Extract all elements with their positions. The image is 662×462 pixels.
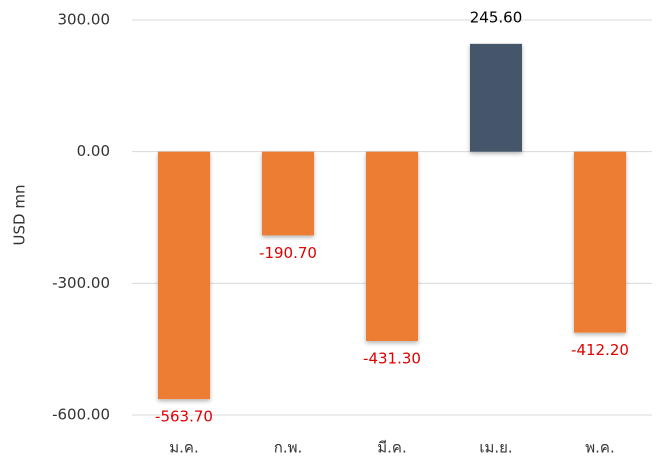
y-axis-label: USD mn [11,185,29,246]
bar [470,43,522,152]
bar [158,151,210,400]
x-tick-label: ม.ค. [169,439,198,457]
y-tick-label: -600.00 [52,406,110,424]
bar [574,151,626,333]
data-label: -190.70 [259,244,317,262]
data-label: 245.60 [470,8,523,26]
x-tick-label: พ.ค. [585,439,614,457]
y-tick-label: 0.00 [77,142,110,160]
bar [262,151,314,236]
x-tick-label: มี.ค. [377,439,406,457]
y-tick-label: 300.00 [58,11,111,29]
bar [366,151,418,341]
data-label: -431.30 [363,349,421,367]
data-label: -412.20 [571,341,629,359]
y-tick-label: -300.00 [52,274,110,292]
x-tick-label: เม.ย. [479,439,512,457]
data-label: -563.70 [155,408,213,426]
x-tick-label: ก.พ. [274,439,303,457]
